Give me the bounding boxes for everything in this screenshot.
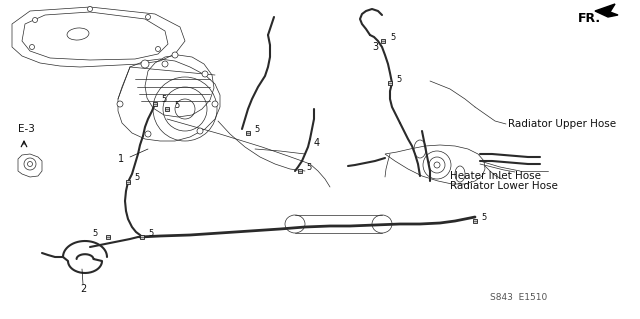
- Text: 5: 5: [174, 100, 179, 109]
- Circle shape: [202, 71, 208, 77]
- Circle shape: [197, 128, 203, 134]
- Bar: [381, 39, 385, 43]
- Circle shape: [172, 52, 178, 58]
- Text: FR.: FR.: [578, 12, 601, 26]
- Bar: [388, 81, 392, 85]
- Text: 3: 3: [372, 42, 378, 52]
- Text: Heater Inlet Hose: Heater Inlet Hose: [450, 171, 541, 181]
- Text: 2: 2: [80, 284, 86, 294]
- Bar: [165, 107, 169, 111]
- Bar: [298, 169, 302, 173]
- Circle shape: [162, 61, 168, 67]
- Text: Radiator Lower Hose: Radiator Lower Hose: [450, 181, 558, 191]
- Text: 5: 5: [92, 228, 97, 238]
- Text: 5: 5: [396, 75, 401, 84]
- Text: 1: 1: [118, 154, 124, 164]
- Circle shape: [145, 14, 150, 19]
- Bar: [153, 102, 157, 106]
- Bar: [106, 235, 110, 239]
- Bar: [246, 131, 250, 135]
- Text: E-3: E-3: [18, 124, 35, 134]
- Text: 5: 5: [306, 162, 311, 172]
- Bar: [140, 235, 144, 239]
- Text: 5: 5: [161, 95, 166, 105]
- Text: 5: 5: [481, 212, 486, 221]
- Circle shape: [88, 6, 93, 11]
- Circle shape: [29, 44, 35, 49]
- Text: 4: 4: [314, 138, 320, 148]
- Circle shape: [117, 101, 123, 107]
- Circle shape: [156, 47, 161, 51]
- Text: S843  E1510: S843 E1510: [490, 293, 547, 301]
- Polygon shape: [595, 4, 618, 17]
- Text: 5: 5: [254, 124, 259, 133]
- Circle shape: [33, 18, 38, 23]
- Circle shape: [141, 60, 149, 68]
- Circle shape: [212, 101, 218, 107]
- Text: 5: 5: [148, 228, 153, 238]
- Text: 5: 5: [390, 33, 396, 41]
- Circle shape: [145, 131, 151, 137]
- Bar: [473, 219, 477, 223]
- Text: 5: 5: [134, 174, 140, 182]
- Text: Radiator Upper Hose: Radiator Upper Hose: [508, 119, 616, 129]
- Bar: [126, 180, 130, 184]
